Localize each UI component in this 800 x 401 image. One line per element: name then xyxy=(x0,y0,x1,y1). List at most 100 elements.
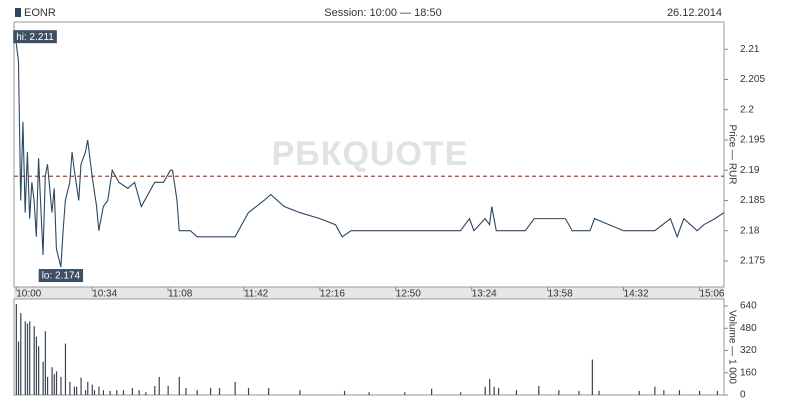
x-tick-label: 10:34 xyxy=(92,289,117,300)
date: 26.12.2014 xyxy=(667,7,722,19)
panel xyxy=(13,21,725,288)
volume-bar xyxy=(80,377,82,395)
volume-bar xyxy=(497,388,500,395)
volume-bar xyxy=(76,386,78,395)
volume-bar xyxy=(138,390,140,395)
session: Session: 10:00 — 18:50 xyxy=(324,7,441,19)
x-tick-label: 11:08 xyxy=(168,289,193,300)
volume-bar xyxy=(654,386,656,395)
volume-bar xyxy=(91,384,93,395)
time-axis-band xyxy=(14,287,724,299)
volume-bar xyxy=(489,379,491,395)
volume-bar xyxy=(109,390,111,395)
volume-bar xyxy=(558,390,560,395)
volume-bar xyxy=(234,381,236,395)
y-tick-label: 2.195 xyxy=(740,135,765,146)
y-tick-label: 2.2 xyxy=(740,104,754,115)
volume-bar xyxy=(185,388,187,395)
volume-bar xyxy=(196,390,198,395)
volume-bar xyxy=(493,386,495,395)
volume-bar xyxy=(60,376,62,395)
volume-bar xyxy=(102,390,105,395)
volume-bar xyxy=(38,346,40,395)
y-tick-label: 320 xyxy=(740,345,757,356)
volume-bar xyxy=(268,388,270,395)
volume-bar xyxy=(98,386,100,395)
volume-bar xyxy=(343,390,346,395)
y-tick-label: 0 xyxy=(740,390,746,401)
volume-bar xyxy=(64,343,67,395)
y-tick-label: 2.175 xyxy=(740,256,765,267)
y-tick-label: 2.21 xyxy=(740,44,760,55)
volume-bar xyxy=(638,390,640,395)
y-tick-label: 2.18 xyxy=(740,225,760,236)
volume-bar xyxy=(26,323,29,395)
y-tick-label: 2.205 xyxy=(740,74,765,85)
annotation-label: lo: 2.174 xyxy=(42,271,81,282)
x-tick-label: 12:50 xyxy=(396,289,421,300)
volume-bar xyxy=(678,390,681,395)
volume-bar xyxy=(167,385,169,395)
x-tick-label: 13:24 xyxy=(472,289,497,300)
volume-bar xyxy=(51,367,53,395)
volume-bar xyxy=(122,390,125,395)
y-tick-label: 640 xyxy=(740,301,757,312)
volume-bar xyxy=(42,361,44,395)
y-tick-label: 2.19 xyxy=(740,165,760,176)
y-tick-label: 480 xyxy=(740,323,757,334)
volume-bar xyxy=(24,321,26,395)
volume-bar xyxy=(218,388,221,395)
volume-bar xyxy=(69,381,71,395)
volume-bar xyxy=(20,313,22,395)
volume-bar xyxy=(515,390,518,395)
volume-bar xyxy=(15,304,17,395)
volume-bar xyxy=(578,390,580,395)
price-line xyxy=(15,43,725,268)
volume-bar xyxy=(538,385,540,395)
x-tick-label: 12:16 xyxy=(320,289,345,300)
watermark: РБКQUOTE xyxy=(272,135,469,173)
volume-bar xyxy=(73,386,75,395)
volume-bar xyxy=(716,390,719,395)
panel xyxy=(13,298,725,396)
volume-bar xyxy=(145,392,147,395)
volume-bar xyxy=(299,390,301,395)
y-tick-label: 2.185 xyxy=(740,195,765,206)
volume-bar xyxy=(55,371,58,395)
volume-bar xyxy=(33,326,35,395)
volume-bar xyxy=(698,390,701,395)
volume-bar xyxy=(460,392,462,395)
volume-bar xyxy=(44,331,46,395)
volume-bar xyxy=(598,390,600,395)
annotation-box xyxy=(38,269,84,283)
x-tick-label: 13:58 xyxy=(548,289,573,300)
annotation-box xyxy=(13,30,57,44)
symbol: EONR xyxy=(24,7,56,19)
volume-bar xyxy=(116,390,118,395)
volume-bar xyxy=(35,336,38,395)
x-tick-label: 11:42 xyxy=(244,289,269,300)
volume-bar xyxy=(178,376,180,395)
volume-bar xyxy=(84,390,87,395)
volume-bar xyxy=(87,381,89,395)
volume-bar xyxy=(17,341,20,395)
volume-bar xyxy=(46,376,49,395)
volume-bar xyxy=(663,390,665,395)
volume-bar xyxy=(131,388,134,395)
volume-bar xyxy=(368,392,370,395)
y-axis-title: Price — RUR xyxy=(726,124,737,184)
x-tick-label: 10:00 xyxy=(16,289,41,300)
volume-bar xyxy=(247,388,250,395)
volume-bar xyxy=(154,385,156,395)
volume-bar xyxy=(591,359,593,395)
volume-bar xyxy=(431,388,433,395)
symbol-icon xyxy=(15,8,21,17)
x-tick-label: 14:32 xyxy=(624,289,649,300)
volume-bar xyxy=(29,321,31,395)
volume-bar xyxy=(209,388,212,395)
volume-bar xyxy=(158,376,160,395)
annotation-label: hi: 2.211 xyxy=(16,32,54,43)
volume-bar xyxy=(53,374,55,395)
